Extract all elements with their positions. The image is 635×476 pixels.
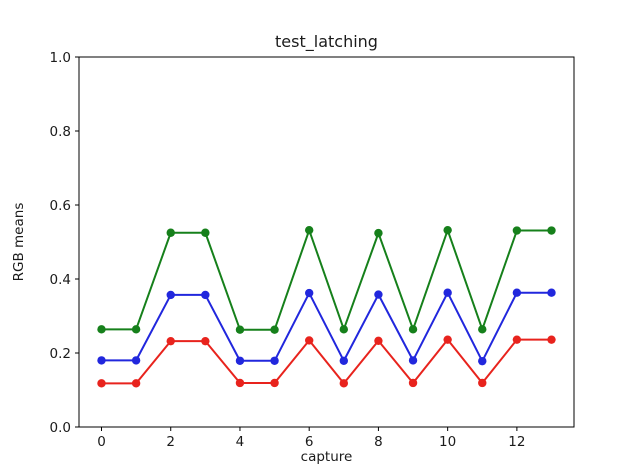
blue-channel-marker bbox=[166, 290, 175, 300]
green-channel-marker bbox=[512, 226, 522, 235]
green-channel-marker bbox=[374, 228, 383, 238]
green-channel-marker bbox=[235, 325, 245, 334]
red-channel-marker bbox=[374, 336, 383, 345]
blue-channel-marker bbox=[131, 356, 141, 365]
y-tick-label: 0.4 bbox=[50, 272, 71, 288]
green-channel-marker bbox=[270, 325, 279, 334]
y-tick-label: 1.0 bbox=[50, 50, 71, 66]
blue-channel-marker bbox=[235, 356, 245, 365]
red-channel-marker bbox=[408, 378, 418, 388]
green-channel-marker bbox=[408, 325, 418, 334]
x-tick-label: 4 bbox=[236, 434, 245, 450]
red-channel-marker bbox=[235, 378, 245, 388]
blue-channel-marker bbox=[201, 290, 210, 300]
plot-background bbox=[79, 57, 574, 427]
red-channel-line bbox=[100, 338, 553, 385]
y-axis-label: RGB means bbox=[11, 203, 27, 282]
green-channel-marker bbox=[547, 226, 556, 235]
green-channel-marker bbox=[131, 325, 141, 334]
y-tick-label: 0.8 bbox=[50, 124, 71, 140]
blue-channel-marker bbox=[443, 288, 452, 297]
blue-channel-marker bbox=[339, 356, 349, 365]
x-tick-label: 8 bbox=[374, 434, 383, 450]
red-channel-marker bbox=[547, 335, 556, 344]
red-channel-marker bbox=[443, 335, 452, 344]
x-tick-label: 6 bbox=[305, 434, 314, 450]
chart-title: test_latching bbox=[275, 32, 378, 52]
green-channel-marker bbox=[443, 225, 452, 235]
green-channel-marker bbox=[478, 325, 487, 334]
red-channel-marker bbox=[339, 379, 349, 388]
blue-channel-marker bbox=[97, 356, 106, 365]
y-tick-label: 0.6 bbox=[50, 198, 71, 214]
red-channel-marker bbox=[478, 378, 487, 388]
blue-channel-marker bbox=[304, 288, 314, 298]
y-tick-label: 0.2 bbox=[50, 346, 71, 362]
x-tick-label: 2 bbox=[166, 434, 175, 450]
blue-channel-marker bbox=[270, 356, 279, 365]
blue-channel-marker bbox=[547, 288, 556, 297]
green-channel-marker bbox=[97, 325, 106, 334]
x-tick-label: 10 bbox=[439, 434, 456, 450]
blue-channel-marker bbox=[374, 290, 383, 299]
red-channel-marker bbox=[166, 336, 175, 346]
green-channel-marker bbox=[304, 225, 314, 235]
blue-channel-line bbox=[100, 291, 553, 363]
red-channel-marker bbox=[201, 336, 210, 346]
red-channel-marker bbox=[304, 336, 314, 345]
y-tick-label: 0.0 bbox=[50, 420, 71, 436]
blue-channel-marker bbox=[408, 356, 418, 365]
x-tick-label: 0 bbox=[97, 434, 106, 450]
x-tick-label: 12 bbox=[508, 434, 525, 450]
red-channel-marker bbox=[270, 378, 279, 388]
blue-channel-marker bbox=[512, 288, 522, 297]
plot-border bbox=[78, 56, 575, 428]
x-axis-label: capture bbox=[301, 449, 353, 465]
green-channel-marker bbox=[339, 325, 349, 334]
plot-area: 0 2 4 6 8 10 12 0.0 0.2 0.4 0.6 0.8 1.0 bbox=[50, 50, 575, 450]
red-channel-marker bbox=[512, 335, 522, 344]
green-channel-line bbox=[100, 229, 553, 331]
blue-channel-marker bbox=[478, 356, 487, 366]
green-channel-marker bbox=[166, 228, 175, 237]
red-channel-marker bbox=[131, 379, 141, 388]
red-channel-marker bbox=[97, 379, 106, 388]
green-channel-marker bbox=[201, 228, 210, 237]
